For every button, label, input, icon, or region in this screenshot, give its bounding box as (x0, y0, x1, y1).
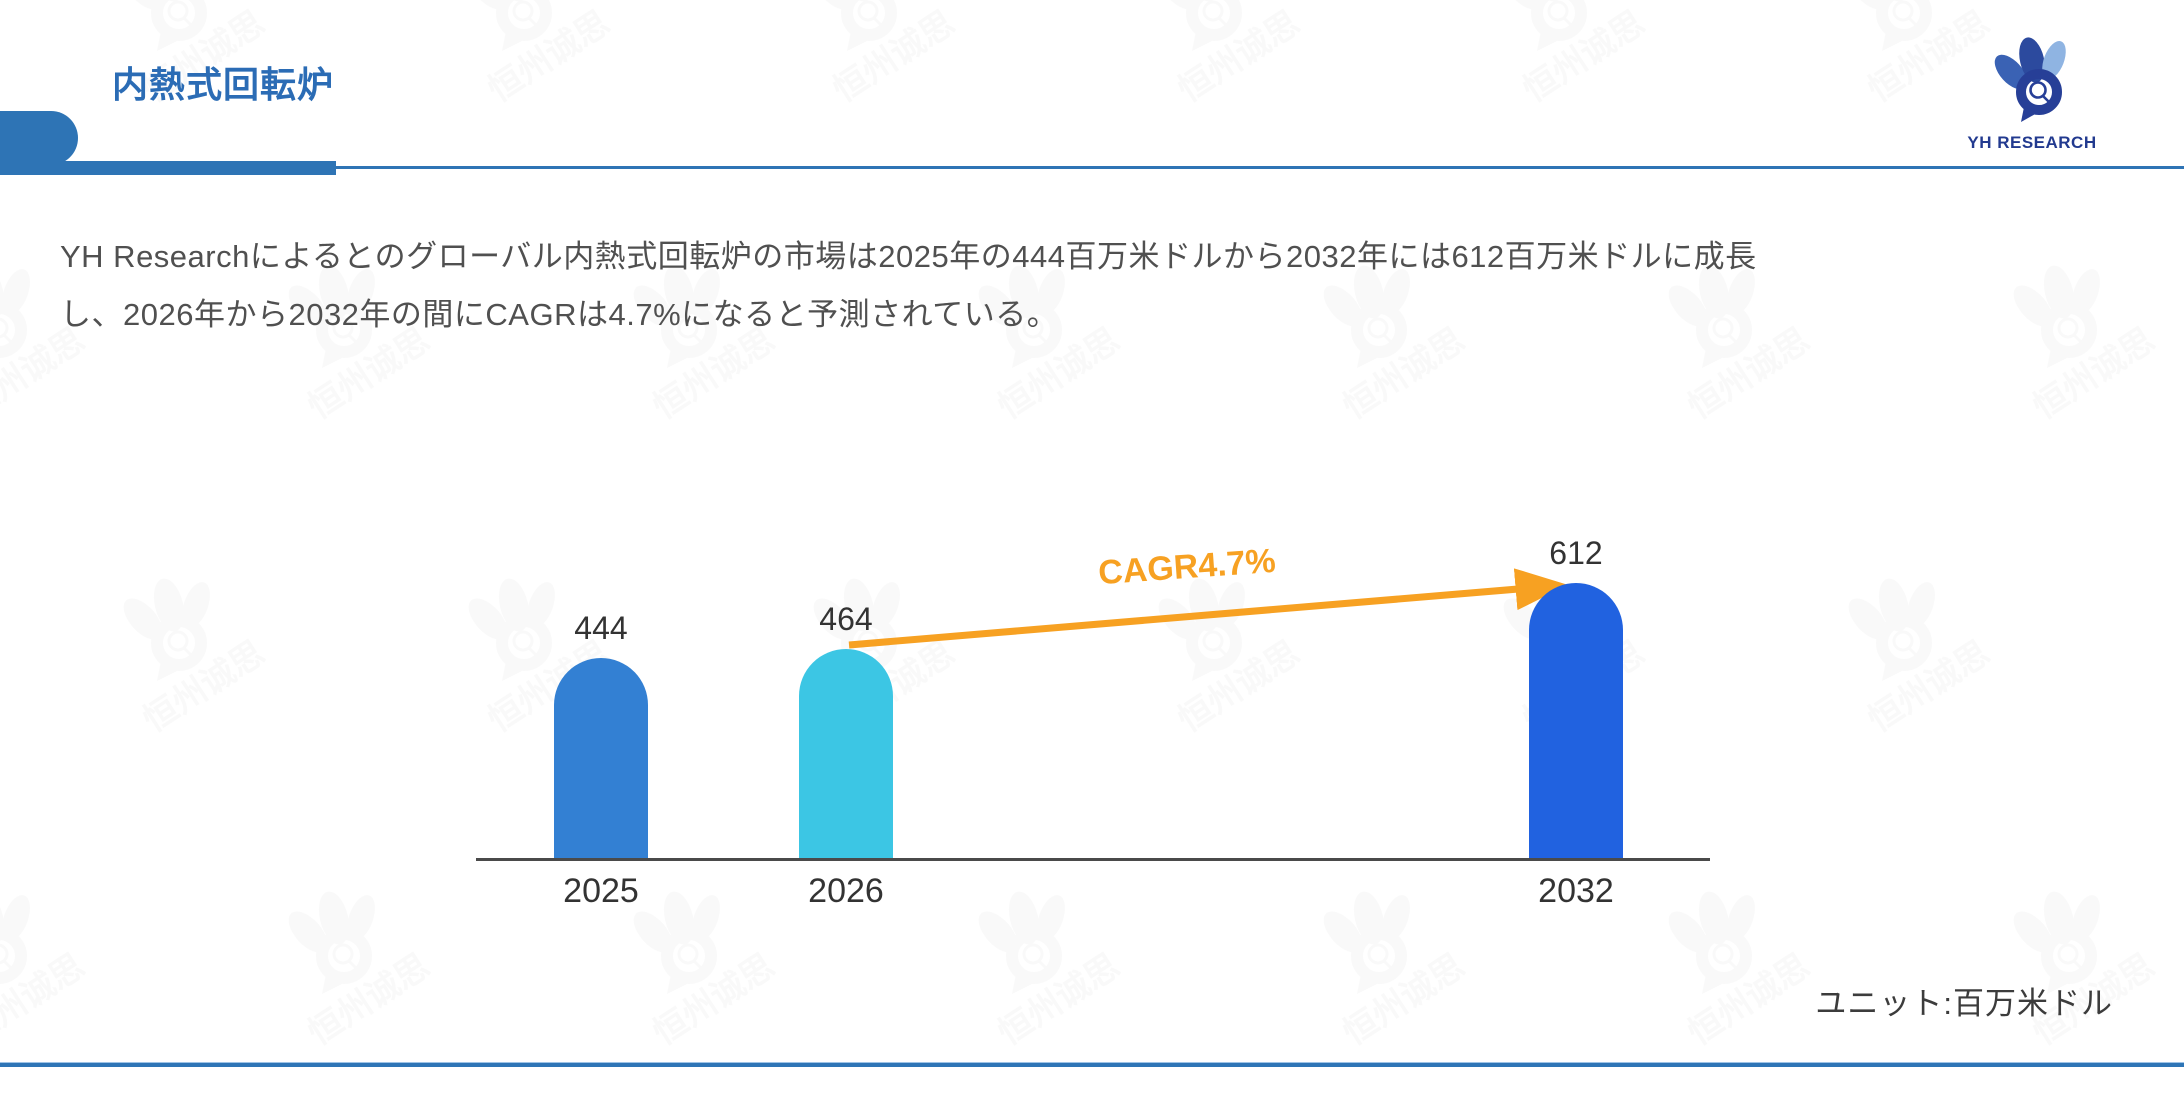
page-title: 内熱式回転炉 (112, 64, 335, 105)
watermark-text: 恒州诚思 (827, 4, 962, 110)
header-rule (336, 166, 2184, 169)
watermark-tile: 恒州诚思 (2165, 0, 2184, 145)
axis-label-2026: 2026 (808, 872, 884, 910)
watermark-text: 恒州诚思 (482, 4, 617, 110)
cagr-label: CAGR4.7% (1097, 541, 1277, 593)
market-summary: YH Researchによるとのグローバル内熱式回転炉の市場は2025年の444… (60, 228, 1757, 344)
watermark-text: 恒州诚思 (1337, 947, 1472, 1053)
header-accent-bar (0, 161, 336, 175)
bar-value-2032: 612 (1549, 535, 1603, 571)
yh-research-logo-icon (1994, 37, 2066, 122)
watermark-text: 恒州诚思 (992, 947, 1127, 1053)
axis-label-2032: 2032 (1538, 872, 1614, 910)
watermark-tile: 恒州诚思 (813, 0, 962, 110)
bar-2026 (799, 649, 893, 858)
summary-line-2: し、2026年から2032年の間にCAGRは4.7%になると予測されている。 (60, 297, 1059, 332)
watermark-tile: 恒州诚思 (1158, 0, 1307, 110)
watermark-tile: 恒州诚思 (468, 0, 617, 110)
watermark-text: 恒州诚思 (2027, 321, 2162, 427)
market-bar-chart: CAGR4.7% 444 2025 464 2026 612 2032 (476, 510, 1710, 920)
watermark-tile: 恒州诚思 (288, 891, 437, 1053)
watermark-text: 恒州诚思 (0, 947, 91, 1053)
watermark-tile: 恒州诚思 (123, 578, 272, 740)
watermark-text: 恒州诚思 (302, 947, 437, 1053)
bar-2032 (1529, 583, 1623, 858)
summary-line-1: YH Researchによるとのグローバル内熱式回転炉の市場は2025年の444… (60, 239, 1757, 274)
watermark-text: 恒州诚思 (1862, 634, 1997, 740)
footer-rule (0, 1062, 2184, 1067)
unit-label: ユニット:百万米ドル (1815, 986, 2113, 1021)
bar-value-2025: 444 (574, 610, 628, 646)
watermark-text: 恒州诚思 (137, 634, 272, 740)
watermark-tile: 恒州诚思 (1503, 0, 1652, 110)
bar-value-2026: 464 (819, 601, 873, 637)
watermark-text: 恒州诚思 (1682, 947, 1817, 1053)
bar-2025 (554, 658, 648, 858)
x-axis-line (476, 858, 1710, 861)
watermark-tile: 恒州诚思 (1848, 578, 1997, 740)
company-logo: YH RESEARCH (1950, 34, 2114, 153)
watermark-text: 恒州诚思 (1172, 4, 1307, 110)
watermark-tile: 恒州诚思 (0, 891, 91, 1053)
watermark-text: 恒州诚思 (647, 947, 782, 1053)
axis-label-2025: 2025 (563, 872, 639, 910)
watermark-tile: 恒州诚思 (2013, 265, 2162, 427)
logo-text: YH RESEARCH (1967, 133, 2097, 152)
watermark-tile: 恒州诚思 (2165, 575, 2184, 775)
header-accent-pill (0, 111, 78, 165)
watermark-text: 恒州诚思 (1517, 4, 1652, 110)
